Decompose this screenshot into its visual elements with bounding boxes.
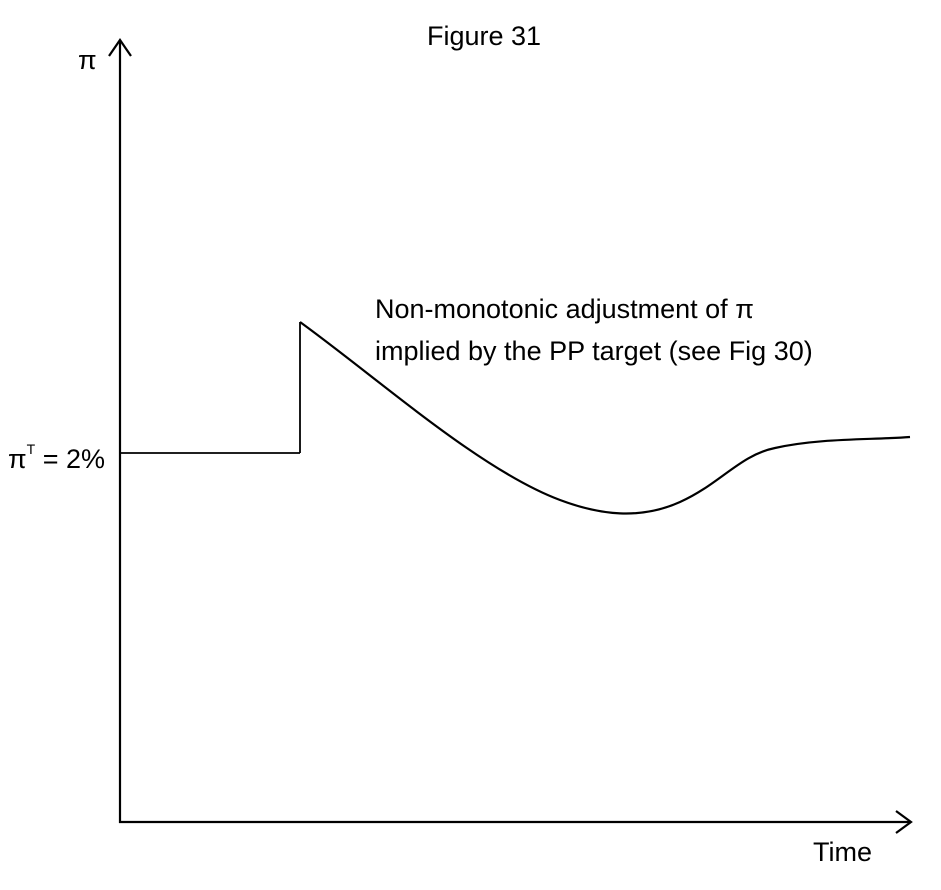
curve-annotation: Non-monotonic adjustment of π implied by…	[375, 288, 813, 372]
annotation-line-2: implied by the PP target (see Fig 30)	[375, 336, 813, 366]
annotation-line-1: Non-monotonic adjustment of π	[375, 294, 754, 324]
target-symbol: π	[8, 444, 27, 474]
x-axis-label: Time	[813, 837, 872, 867]
target-superscript: T	[26, 441, 36, 457]
target-value: = 2%	[35, 444, 105, 474]
inflation-target-label: πT = 2%	[8, 437, 105, 475]
figure-title: Figure 31	[427, 21, 542, 51]
y-axis-arrowhead	[108, 38, 132, 57]
x-axis-arrowhead	[895, 810, 913, 834]
inflation-adjustment-curve	[299, 321, 911, 515]
y-axis-label: π	[78, 45, 97, 75]
